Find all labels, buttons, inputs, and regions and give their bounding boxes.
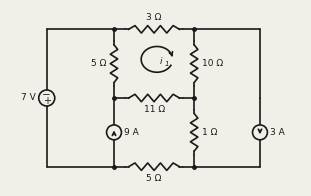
Text: 11 Ω: 11 Ω [143, 105, 165, 114]
Text: i: i [159, 57, 162, 66]
Text: 1 Ω: 1 Ω [202, 128, 217, 137]
Text: 10 Ω: 10 Ω [202, 59, 223, 68]
Text: 3 A: 3 A [270, 128, 285, 137]
Text: +: + [43, 96, 51, 106]
Text: 5 Ω: 5 Ω [91, 59, 106, 68]
Text: 9 A: 9 A [124, 128, 139, 137]
Circle shape [253, 125, 267, 140]
Circle shape [107, 125, 121, 140]
Text: 7 V: 7 V [21, 93, 35, 103]
Circle shape [39, 90, 55, 106]
Text: 1: 1 [165, 61, 169, 67]
Text: −: − [42, 90, 51, 100]
Text: 3 Ω: 3 Ω [146, 13, 162, 22]
Text: 5 Ω: 5 Ω [146, 174, 162, 183]
